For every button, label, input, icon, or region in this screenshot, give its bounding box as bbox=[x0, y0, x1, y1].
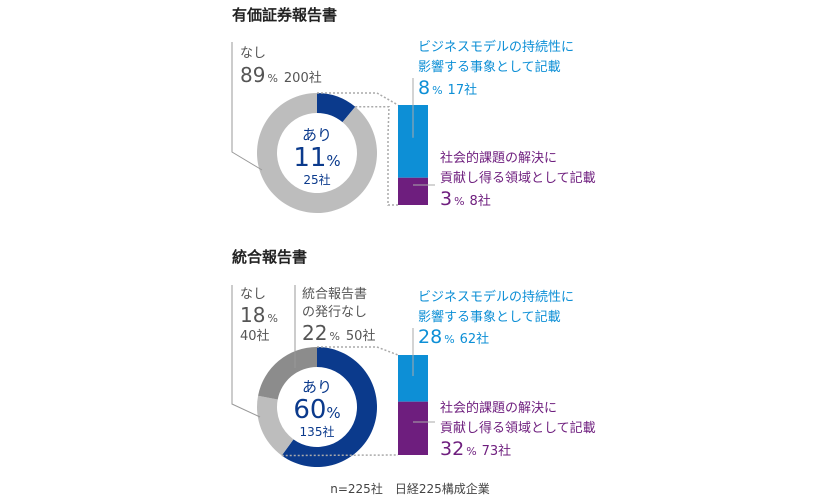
chart1-ari-percent: 11% bbox=[293, 143, 340, 173]
chart1-business-value: 8% 17社 bbox=[418, 77, 477, 99]
chart1-social-label-1: 社会的課題の解決に bbox=[440, 150, 557, 166]
chart2-ari-count: 135社 bbox=[300, 424, 335, 439]
chart1-nashi-label: なし bbox=[240, 46, 266, 61]
chart1-ari-count: 25社 bbox=[303, 172, 330, 187]
chart1-business-label-1: ビジネスモデルの持続性に bbox=[418, 39, 574, 55]
chart1-nashi-value: 89% 200社 bbox=[240, 63, 322, 87]
chart2-slice-0 bbox=[281, 347, 378, 468]
chart2-social-label-1: 社会的課題の解決に bbox=[440, 400, 557, 416]
chart1-leader-0 bbox=[231, 42, 263, 171]
chart2-ari-label: あり bbox=[302, 378, 332, 396]
chart1-slice-1 bbox=[257, 93, 378, 214]
chart1-business-label-2: 影響する事象として記載 bbox=[418, 59, 561, 75]
chart1-social-label-2: 貢献し得る領域として記載 bbox=[440, 170, 596, 186]
chart1-title: 有価証券報告書 bbox=[232, 6, 337, 24]
chart2-noreport-value: 22% 50社 bbox=[302, 321, 375, 345]
chart1-slice-0 bbox=[317, 93, 356, 123]
chart1-ari-label: あり bbox=[302, 126, 332, 144]
chart2-connector-bottom bbox=[281, 454, 399, 457]
chart1-connector-top bbox=[317, 92, 399, 106]
chart2-social-label-2: 貢献し得る領域として記載 bbox=[440, 420, 596, 436]
chart2-leader-0 bbox=[231, 285, 261, 418]
chart2-slice-1 bbox=[257, 395, 294, 456]
chart2-ari-percent: 60% bbox=[293, 395, 340, 425]
chart2-business-value: 28% 62社 bbox=[418, 326, 489, 348]
chart2-business-label-2: 影響する事象として記載 bbox=[418, 309, 561, 325]
chart2-title: 統合報告書 bbox=[232, 248, 307, 266]
chart1-social-value: 3% 8社 bbox=[440, 188, 491, 210]
chart2-nashi-percent: 18% bbox=[240, 303, 278, 327]
chart2-nashi-label: なし bbox=[240, 287, 266, 302]
chart2-slice-2 bbox=[258, 347, 317, 400]
chart2-noreport-label-2: の発行なし bbox=[302, 305, 367, 320]
chart2-noreport-label-1: 統合報告書 bbox=[302, 287, 367, 302]
chart2-connector-top bbox=[317, 346, 399, 356]
footnote: n=225社 日経225構成企業 bbox=[330, 481, 489, 496]
chart2-nashi-count: 40社 bbox=[240, 328, 270, 344]
chart1-bar-1 bbox=[398, 177, 428, 205]
chart2-business-label-1: ビジネスモデルの持続性に bbox=[418, 289, 574, 305]
chart2-bar-1 bbox=[398, 401, 428, 455]
chart2-social-value: 32% 73社 bbox=[440, 438, 511, 460]
